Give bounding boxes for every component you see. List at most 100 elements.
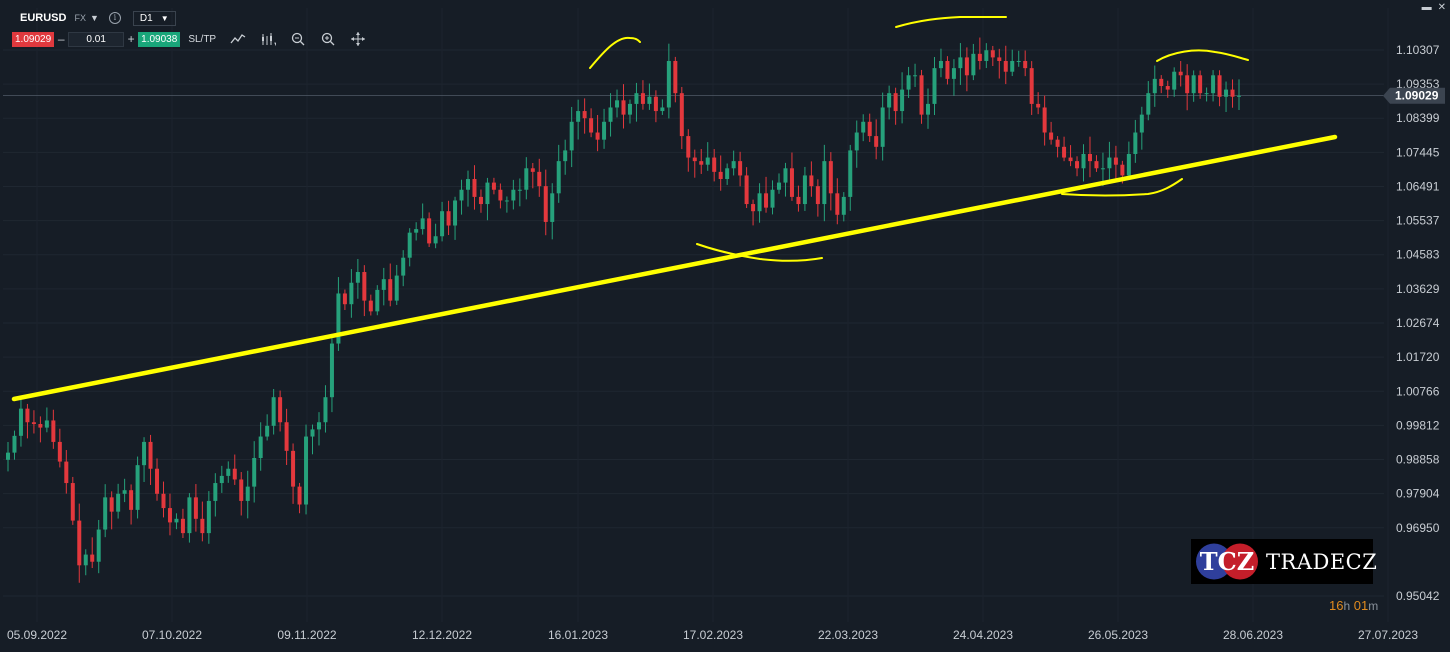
chevron-down-icon: ▼ xyxy=(160,13,169,23)
zoom-in-icon[interactable] xyxy=(320,31,336,47)
candle-body xyxy=(38,424,43,428)
candle-body xyxy=(57,441,62,462)
candle-body xyxy=(206,500,211,534)
candle-body xyxy=(530,168,535,172)
countdown-hours: 16 xyxy=(1329,598,1344,613)
candle-body xyxy=(692,157,697,162)
maximize-icon[interactable]: ▬ xyxy=(1421,2,1432,13)
candle-body xyxy=(1230,89,1235,97)
candle-body xyxy=(6,452,10,460)
countdown-minutes-unit: m xyxy=(1368,599,1379,613)
candle-body xyxy=(329,343,334,398)
candle-body xyxy=(1126,153,1131,176)
candle-body xyxy=(971,53,976,76)
candle-body xyxy=(155,468,160,494)
quantity-input[interactable]: 0.01 xyxy=(68,31,125,47)
candle-body xyxy=(459,189,464,201)
candle-body xyxy=(323,397,328,423)
candle-body xyxy=(200,518,205,534)
candle-body xyxy=(1165,86,1170,90)
window-controls: ▬ ✕ xyxy=(1422,2,1446,13)
candle-body xyxy=(1139,114,1144,133)
candle-body xyxy=(828,161,833,194)
candle-body xyxy=(977,53,982,61)
candle-body xyxy=(304,436,309,505)
candle-body xyxy=(1075,161,1080,169)
candle-body xyxy=(861,121,866,133)
increase-quantity-button[interactable]: + xyxy=(127,32,135,46)
sell-button[interactable]: 1.09029 xyxy=(12,31,55,47)
candle-body xyxy=(31,422,36,425)
candle-body xyxy=(958,57,963,69)
y-tick-label: 1.08399 xyxy=(1396,111,1440,125)
candle-body xyxy=(647,96,652,104)
candle-body xyxy=(18,408,23,436)
candle-body xyxy=(446,211,451,226)
candle-body xyxy=(938,60,943,69)
candle-body xyxy=(433,236,438,244)
candle-body xyxy=(284,422,289,451)
candle-body xyxy=(1100,168,1105,170)
candle-body xyxy=(135,465,140,510)
y-tick-label: 0.96950 xyxy=(1396,521,1440,535)
candle-body xyxy=(271,397,276,426)
candle-body xyxy=(848,150,853,197)
candle-body xyxy=(70,483,75,521)
candle-body xyxy=(109,497,114,512)
candle-body xyxy=(12,435,17,453)
x-tick-label: 22.03.2023 xyxy=(818,628,878,642)
candle-body xyxy=(90,554,95,562)
market-label: FX xyxy=(74,13,86,23)
trendline xyxy=(11,134,1338,402)
candle-body xyxy=(1217,75,1222,97)
candle-body xyxy=(621,100,626,115)
crosshair-icon[interactable] xyxy=(350,31,366,47)
candle-body xyxy=(355,272,360,283)
candle-body xyxy=(1159,78,1164,87)
candle-body xyxy=(349,282,354,305)
timeframe-label: D1 xyxy=(139,12,153,24)
x-tick-label: 27.07.2023 xyxy=(1358,628,1418,642)
candle-body xyxy=(919,75,924,115)
timeframe-select[interactable]: D1 ▼ xyxy=(132,10,176,26)
y-tick-label: 1.06491 xyxy=(1396,179,1440,193)
x-tick-label: 12.12.2022 xyxy=(412,628,472,642)
countdown-hours-unit: h xyxy=(1343,599,1351,613)
indicators-icon[interactable]: ▼ xyxy=(260,31,279,48)
symbol-label[interactable]: EURUSD xyxy=(20,12,67,24)
zoom-out-icon[interactable] xyxy=(290,31,306,47)
candle-body xyxy=(310,429,315,437)
sltp-button[interactable]: SL/TP xyxy=(188,33,217,45)
candle-body xyxy=(407,232,412,258)
x-tick-label: 07.10.2022 xyxy=(142,628,202,642)
candle-body xyxy=(602,121,607,140)
candle-body xyxy=(252,458,257,487)
candle-body xyxy=(1023,60,1028,69)
decrease-quantity-button[interactable]: – xyxy=(57,32,65,46)
close-icon[interactable]: ✕ xyxy=(1437,2,1446,13)
y-tick-label: 1.07445 xyxy=(1396,145,1440,159)
candle-body xyxy=(744,175,749,205)
candle-body xyxy=(1068,157,1073,162)
buy-button[interactable]: 1.09038 xyxy=(138,31,181,47)
symbol-dropdown-icon[interactable]: ▼ xyxy=(89,13,99,23)
candle-body xyxy=(615,100,620,108)
trade-panel: 1.09029 – 0.01 + 1.09038 SL/TP ▼ xyxy=(12,31,366,48)
x-tick-label: 28.06.2023 xyxy=(1223,628,1283,642)
x-tick-label: 17.02.2023 xyxy=(683,628,743,642)
candle-body xyxy=(297,486,302,505)
candle-body xyxy=(517,189,522,191)
candle-body xyxy=(504,200,509,202)
candle-body xyxy=(556,161,561,194)
info-icon[interactable]: i xyxy=(108,12,121,24)
x-tick-label: 09.11.2022 xyxy=(277,628,336,642)
candle-body xyxy=(129,490,134,510)
candle-layer xyxy=(6,37,1241,583)
candle-body xyxy=(245,486,250,501)
line-chart-icon[interactable] xyxy=(230,31,246,47)
y-tick-label: 1.00766 xyxy=(1396,384,1440,398)
y-tick-label: 0.99812 xyxy=(1396,418,1440,432)
candle-body xyxy=(401,257,406,276)
